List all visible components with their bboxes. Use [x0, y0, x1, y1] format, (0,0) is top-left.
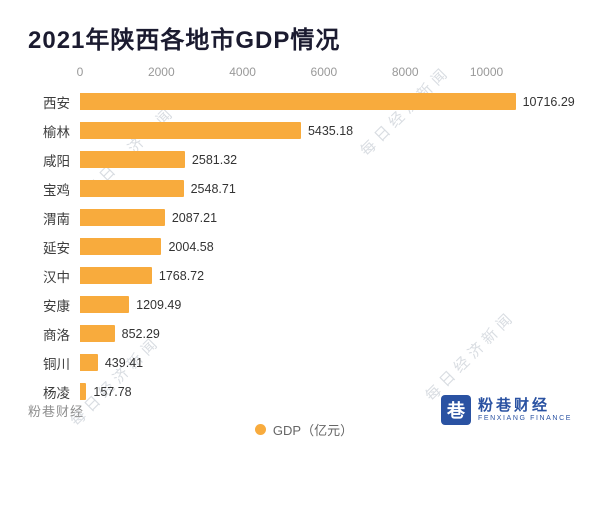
category-label: 安康	[43, 298, 70, 314]
value-label: 5435.18	[307, 123, 354, 138]
bar-track: 157.78	[80, 383, 580, 400]
bar-track: 2004.58	[80, 238, 580, 255]
gdp-bar	[80, 180, 184, 197]
bar-row: 榆林 5435.18	[28, 116, 580, 145]
category-label: 铜川	[43, 356, 70, 372]
x-axis-tick: 10000	[469, 65, 504, 79]
gdp-bar	[80, 238, 162, 255]
gdp-bar	[80, 267, 152, 284]
x-axis: 0 2000 4000 6000 8000 10000	[76, 63, 580, 83]
category-label: 商洛	[43, 327, 70, 343]
bar-row: 咸阳 2581.32	[28, 145, 580, 174]
category-label: 杨凌	[43, 385, 70, 401]
bar-track: 852.29	[80, 325, 580, 342]
legend-dot-icon	[254, 424, 266, 435]
gdp-bar	[80, 151, 185, 168]
value-label: 1768.72	[158, 268, 205, 283]
bar-row: 宝鸡 2548.71	[28, 174, 580, 203]
gdp-bar	[80, 383, 87, 400]
legend-label: GDP（亿元）	[272, 423, 354, 438]
value-label: 2087.21	[171, 210, 218, 225]
value-label: 10716.29	[522, 94, 575, 109]
footer: 粉巷财经 巷 粉巷财经 FENXIANG FINANCE	[0, 395, 600, 425]
category-label: 咸阳	[43, 153, 70, 169]
gdp-bar	[80, 93, 516, 110]
bar-track: 2581.32	[80, 151, 580, 168]
brand-mark-icon: 巷	[440, 395, 471, 425]
brand-text: 粉巷财经 FENXIANG FINANCE	[478, 397, 572, 422]
category-label: 西安	[43, 95, 70, 111]
bar-track: 2548.71	[80, 180, 580, 197]
bar-track: 1209.49	[80, 296, 580, 313]
brand-logo: 巷 粉巷财经 FENXIANG FINANCE	[440, 395, 572, 425]
footer-source-text: 粉巷财经	[28, 403, 85, 419]
value-label: 2581.32	[191, 152, 238, 167]
x-axis-tick: 6000	[310, 65, 338, 79]
value-label: 1209.49	[136, 297, 182, 312]
value-label: 852.29	[121, 326, 160, 341]
category-label: 汉中	[43, 269, 70, 285]
x-axis-tick: 8000	[391, 65, 419, 79]
gdp-bar	[80, 122, 301, 139]
value-label: 2548.71	[190, 181, 236, 196]
brand-name: 粉巷财经	[477, 397, 550, 415]
bar-track: 2087.21	[80, 209, 580, 226]
bar-row: 延安 2004.58	[28, 232, 580, 261]
value-label: 157.78	[93, 384, 132, 399]
bar-track: 439.41	[80, 354, 580, 371]
bar-row: 商洛 852.29	[28, 319, 580, 348]
bar-row: 安康 1209.49	[28, 290, 580, 319]
x-axis-tick: 2000	[147, 65, 175, 79]
gdp-bar	[80, 209, 165, 226]
gdp-bar-chart: 0 2000 4000 6000 8000 10000 西安 10716.29 榆林 5435.…	[0, 61, 600, 439]
x-axis-tick: 0	[76, 65, 84, 79]
gdp-bar	[80, 325, 115, 342]
bar-row: 杨凌 157.78	[28, 377, 580, 406]
bar-row: 渭南 2087.21	[28, 203, 580, 232]
category-label: 延安	[43, 240, 70, 256]
legend: GDP（亿元）	[28, 420, 580, 439]
category-label: 榆林	[43, 124, 70, 140]
x-axis-row: 0 2000 4000 6000 8000 10000	[28, 63, 580, 83]
bar-track: 5435.18	[80, 122, 580, 139]
gdp-bar	[80, 296, 130, 313]
page-title: 2021年陕西各地市GDP情况	[28, 27, 341, 54]
axis-spacer	[28, 63, 80, 83]
x-axis-tick: 4000	[229, 65, 256, 79]
bar-track: 10716.29	[80, 93, 580, 110]
bar-track: 1768.72	[80, 267, 580, 284]
category-label: 渭南	[43, 211, 70, 227]
bar-row: 铜川 439.41	[28, 348, 580, 377]
category-label: 宝鸡	[43, 182, 70, 198]
brand-subtitle: FENXIANG FINANCE	[477, 414, 572, 422]
bar-rows: 西安 10716.29 榆林 5435.18 咸阳 2581.32 宝鸡 2548.71 渭南 2…	[28, 87, 580, 406]
bar-row: 汉中 1768.72	[28, 261, 580, 290]
value-label: 2004.58	[168, 239, 214, 254]
value-label: 439.41	[104, 355, 144, 370]
bar-row: 西安 10716.29	[28, 87, 580, 116]
gdp-bar	[80, 354, 98, 371]
